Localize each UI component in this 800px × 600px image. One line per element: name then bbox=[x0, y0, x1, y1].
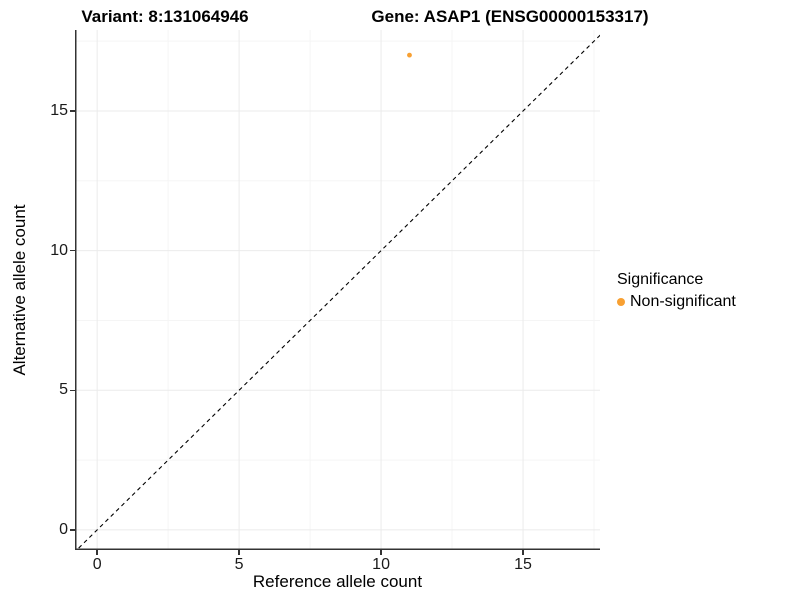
point-key-icon bbox=[617, 298, 625, 306]
x-tick-mark bbox=[96, 550, 98, 555]
y-tick-label: 0 bbox=[59, 520, 68, 538]
x-tick-mark bbox=[522, 550, 524, 555]
legend-title: Significance bbox=[617, 271, 704, 288]
x-tick-mark bbox=[380, 550, 382, 555]
y-tick-mark bbox=[70, 249, 75, 252]
plot-canvas bbox=[75, 30, 600, 550]
identity-reference-line bbox=[75, 34, 600, 550]
gene-title: Gene: ASAP1 (ENSG00000153317) bbox=[371, 7, 649, 26]
y-tick-label: 15 bbox=[50, 101, 68, 119]
legend-item: Non-significant bbox=[617, 293, 736, 311]
x-axis-label: Reference allele count bbox=[252, 572, 423, 591]
y-tick-label: 5 bbox=[59, 381, 68, 399]
x-tick-label: 15 bbox=[514, 556, 532, 573]
data-point bbox=[407, 52, 412, 58]
plot-panel bbox=[75, 30, 600, 550]
y-tick-label: 10 bbox=[50, 241, 68, 259]
x-tick-mark bbox=[238, 550, 240, 555]
variant-title: Variant: 8:131064946 bbox=[81, 7, 249, 26]
x-tick-label: 10 bbox=[372, 556, 390, 573]
legend-item-label: Non-significant bbox=[630, 293, 736, 310]
x-tick-label: 5 bbox=[234, 556, 244, 573]
y-axis-label: Alternative allele count bbox=[10, 204, 29, 376]
y-tick-mark bbox=[70, 110, 75, 112]
x-tick-label: 0 bbox=[92, 556, 102, 573]
legend: Significance Non-significant bbox=[617, 271, 736, 311]
y-tick-mark bbox=[70, 389, 75, 391]
y-tick-mark bbox=[70, 529, 75, 531]
